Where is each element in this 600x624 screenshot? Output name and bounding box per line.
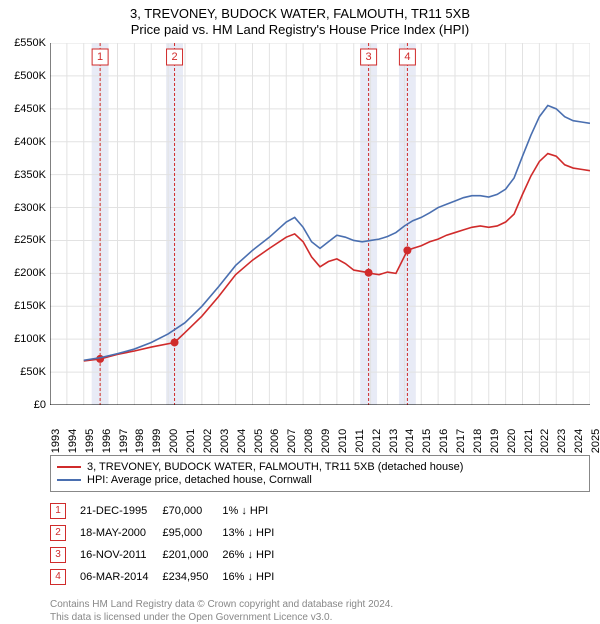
legend-swatch <box>57 479 81 481</box>
x-tick-label: 1994 <box>67 429 79 453</box>
sale-row: 1 21-DEC-1995£70,0001% ↓ HPI <box>50 500 288 522</box>
x-tick-label: 2006 <box>269 429 281 453</box>
legend-swatch <box>57 466 81 468</box>
y-tick-label: £50K <box>20 366 46 378</box>
sale-marker-number: 1 <box>97 51 103 63</box>
plot-area: £0£50K£100K£150K£200K£250K£300K£350K£400… <box>50 43 590 423</box>
sale-date: 21-DEC-1995 <box>80 500 162 522</box>
sale-delta: 1% ↓ HPI <box>222 500 288 522</box>
x-tick-label: 2016 <box>438 429 450 453</box>
sales-table: 1 21-DEC-1995£70,0001% ↓ HPI 2 18-MAY-2000£… <box>50 500 590 588</box>
x-tick-label: 2015 <box>421 429 433 453</box>
x-tick-label: 2014 <box>404 429 416 453</box>
sale-row: 2 18-MAY-2000£95,00013% ↓ HPI <box>50 522 288 544</box>
sale-point-marker <box>365 269 373 277</box>
footer: Contains HM Land Registry data © Crown c… <box>50 598 590 624</box>
sale-index-box: 4 <box>50 569 66 585</box>
x-tick-label: 1998 <box>134 429 146 453</box>
y-tick-label: £100K <box>14 333 46 345</box>
sale-delta: 26% ↓ HPI <box>222 544 288 566</box>
x-tick-label: 2013 <box>388 429 400 453</box>
y-tick-label: £550K <box>14 37 46 49</box>
chart-subtitle: Price paid vs. HM Land Registry's House … <box>0 22 600 37</box>
x-tick-label: 2011 <box>354 429 366 453</box>
legend-item: HPI: Average price, detached house, Corn… <box>57 474 583 486</box>
x-tick-label: 2009 <box>320 429 332 453</box>
x-axis: 1993199419951996199719981999200020012002… <box>50 405 590 423</box>
legend-label: 3, TREVONEY, BUDOCK WATER, FALMOUTH, TR1… <box>87 461 463 473</box>
x-tick-label: 2001 <box>185 429 197 453</box>
footer-line-1: Contains HM Land Registry data © Crown c… <box>50 598 590 611</box>
sale-price: £201,000 <box>162 544 222 566</box>
chart-title: 3, TREVONEY, BUDOCK WATER, FALMOUTH, TR1… <box>0 6 600 21</box>
y-tick-label: £150K <box>14 300 46 312</box>
sale-point-marker <box>171 338 179 346</box>
x-tick-label: 2012 <box>371 429 383 453</box>
x-tick-label: 1996 <box>101 429 113 453</box>
x-tick-label: 2005 <box>253 429 265 453</box>
sale-row: 3 16-NOV-2011£201,00026% ↓ HPI <box>50 544 288 566</box>
x-tick-label: 2021 <box>523 429 535 453</box>
x-tick-label: 2017 <box>455 429 467 453</box>
y-axis: £0£50K£100K£150K£200K£250K£300K£350K£400… <box>2 43 48 405</box>
sale-marker-number: 3 <box>366 51 372 63</box>
chart-container: 3, TREVONEY, BUDOCK WATER, FALMOUTH, TR1… <box>0 0 600 624</box>
x-tick-label: 1999 <box>151 429 163 453</box>
legend-item: 3, TREVONEY, BUDOCK WATER, FALMOUTH, TR1… <box>57 461 583 473</box>
plot-svg: 1 2 3 4 <box>50 43 590 405</box>
footer-line-2: This data is licensed under the Open Gov… <box>50 611 590 624</box>
sale-index-box: 2 <box>50 525 66 541</box>
sale-price: £95,000 <box>162 522 222 544</box>
sale-marker-number: 2 <box>171 51 177 63</box>
y-tick-label: £350K <box>14 169 46 181</box>
x-tick-label: 1995 <box>84 429 96 453</box>
sale-row: 4 06-MAR-2014£234,95016% ↓ HPI <box>50 566 288 588</box>
y-tick-label: £450K <box>14 103 46 115</box>
x-tick-label: 2025 <box>590 429 600 453</box>
sale-date: 18-MAY-2000 <box>80 522 162 544</box>
sale-date: 06-MAR-2014 <box>80 566 162 588</box>
x-tick-label: 2004 <box>236 429 248 453</box>
sale-price: £234,950 <box>162 566 222 588</box>
sale-marker-number: 4 <box>404 51 410 63</box>
x-tick-label: 2018 <box>472 429 484 453</box>
y-tick-label: £500K <box>14 70 46 82</box>
x-tick-label: 1993 <box>50 429 62 453</box>
x-tick-label: 2022 <box>539 429 551 453</box>
y-tick-label: £250K <box>14 234 46 246</box>
x-tick-label: 2024 <box>573 429 585 453</box>
sale-index-box: 1 <box>50 503 66 519</box>
legend: 3, TREVONEY, BUDOCK WATER, FALMOUTH, TR1… <box>50 455 590 492</box>
x-tick-label: 2000 <box>168 429 180 453</box>
sale-delta: 16% ↓ HPI <box>222 566 288 588</box>
x-tick-label: 2003 <box>219 429 231 453</box>
x-tick-label: 2019 <box>489 429 501 453</box>
x-tick-label: 2002 <box>202 429 214 453</box>
x-tick-label: 2020 <box>506 429 518 453</box>
x-tick-label: 2008 <box>303 429 315 453</box>
x-tick-label: 2007 <box>286 429 298 453</box>
legend-label: HPI: Average price, detached house, Corn… <box>87 474 312 486</box>
y-tick-label: £400K <box>14 136 46 148</box>
x-tick-label: 2010 <box>337 429 349 453</box>
y-tick-label: £300K <box>14 202 46 214</box>
y-tick-label: £0 <box>34 399 46 411</box>
sale-delta: 13% ↓ HPI <box>222 522 288 544</box>
sale-date: 16-NOV-2011 <box>80 544 162 566</box>
x-tick-label: 2023 <box>556 429 568 453</box>
sale-price: £70,000 <box>162 500 222 522</box>
sale-index-box: 3 <box>50 547 66 563</box>
x-tick-label: 1997 <box>118 429 130 453</box>
chart-titles: 3, TREVONEY, BUDOCK WATER, FALMOUTH, TR1… <box>0 0 600 37</box>
sale-point-marker <box>403 246 411 254</box>
y-tick-label: £200K <box>14 267 46 279</box>
